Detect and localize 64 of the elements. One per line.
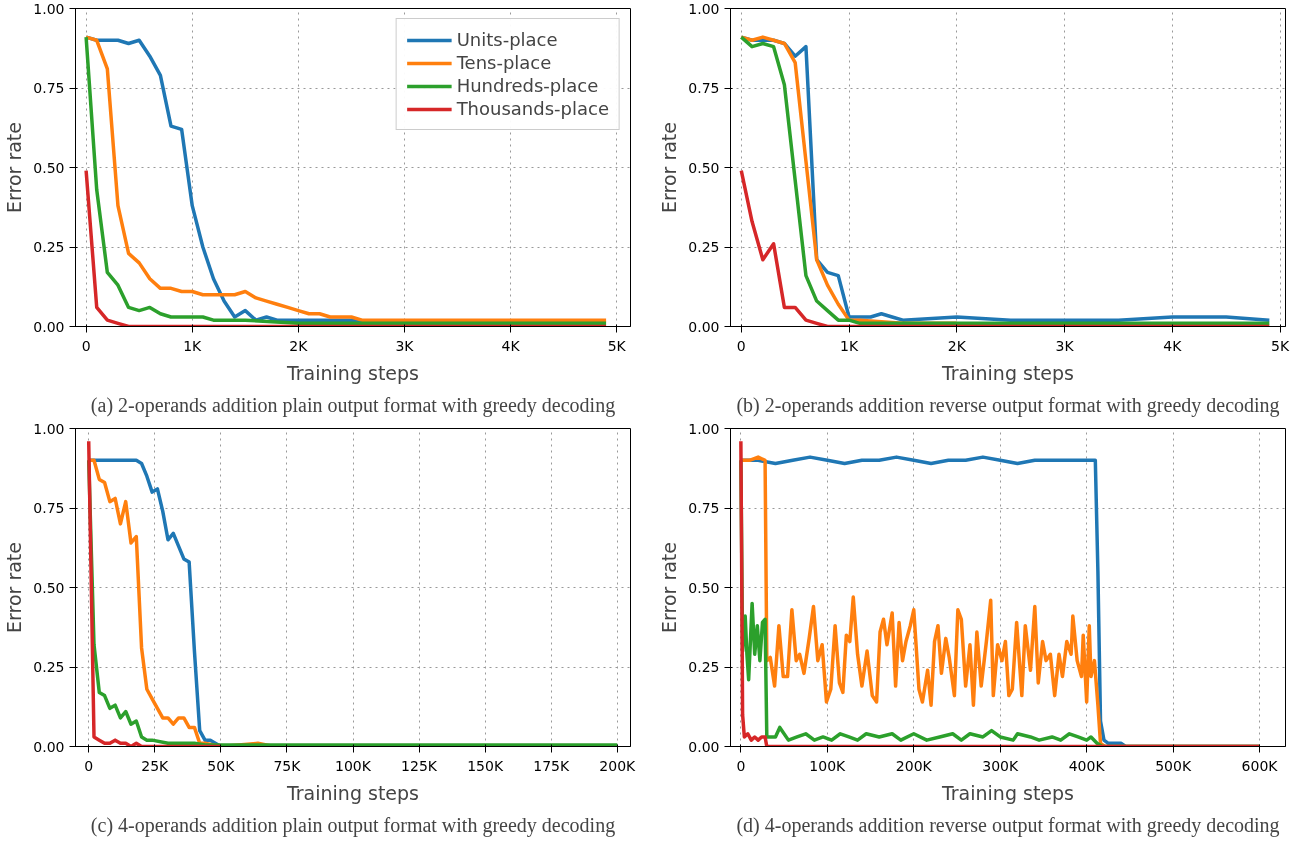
- y-tick-label: 1.00: [33, 420, 65, 437]
- y-tick-label: 1.00: [688, 0, 720, 17]
- x-tick-label: 5K: [607, 337, 627, 354]
- y-tick-label: 0.50: [688, 159, 720, 176]
- x-tick-label: 4K: [501, 337, 521, 354]
- text: (c) 4-operands addition plain output format with greedy decoding: [90, 813, 616, 837]
- legend-label: Hundreds-place: [456, 75, 599, 96]
- x-tick-label: 300K: [982, 757, 1019, 774]
- x-tick-label: 2K: [947, 337, 967, 354]
- y-tick-label: 0.00: [33, 318, 65, 335]
- x-tick-label: 600K: [1241, 757, 1279, 774]
- x-tick-label: 75K: [273, 757, 302, 774]
- y-axis-title: Error rate: [658, 542, 681, 633]
- x-tick-label: 5K: [1271, 337, 1290, 354]
- x-tick-label: 100K: [809, 757, 847, 774]
- x-axis-title: Training steps: [941, 361, 1075, 384]
- y-tick-label: 0.50: [33, 159, 65, 176]
- y-tick-label: 0.25: [33, 659, 65, 675]
- y-axis-title: Error rate: [3, 122, 26, 213]
- x-axis-title: Training steps: [286, 361, 420, 384]
- x-tick-label: 0: [736, 337, 746, 354]
- y-tick-label: 0.75: [33, 500, 65, 516]
- y-tick-label: 0.75: [688, 80, 720, 96]
- x-axis-title: Training steps: [286, 781, 420, 804]
- x-tick-label: 200K: [599, 757, 637, 774]
- y-tick-label: 0.75: [688, 500, 720, 516]
- y-tick-label: 0.75: [33, 80, 65, 96]
- y-tick-label: 0.25: [688, 659, 720, 675]
- y-tick-label: 0.00: [688, 738, 720, 755]
- text: (d) 4-operands addition reverse output format with greedy decoding: [736, 813, 1280, 837]
- y-tick-label: 1.00: [33, 0, 65, 17]
- y-tick-label: 0.25: [688, 239, 720, 255]
- x-tick-label: 1K: [840, 337, 859, 354]
- y-tick-label: 0.00: [688, 318, 720, 335]
- x-tick-label: 125K: [401, 757, 438, 774]
- x-tick-label: 1K: [183, 337, 203, 354]
- y-tick-label: 0.50: [688, 579, 720, 596]
- text: (a) 2-operands addition plain output format with greedy decoding: [90, 393, 616, 417]
- y-tick-label: 0.00: [33, 738, 65, 755]
- x-axis-title: Training steps: [941, 781, 1075, 804]
- x-tick-label: 0: [736, 757, 746, 774]
- x-tick-label: 200K: [895, 757, 933, 774]
- x-tick-label: 500K: [1155, 757, 1192, 774]
- x-tick-label: 400K: [1068, 757, 1106, 774]
- legend-label: Units-place: [456, 29, 558, 50]
- y-tick-label: 0.25: [33, 239, 65, 255]
- y-tick-label: 1.00: [688, 420, 720, 437]
- x-tick-label: 2K: [289, 337, 309, 354]
- legend-label: Tens-place: [456, 52, 552, 73]
- x-tick-label: 25K: [141, 757, 170, 774]
- x-tick-label: 150K: [467, 757, 504, 774]
- x-tick-label: 0: [84, 757, 94, 774]
- x-tick-label: 3K: [1055, 337, 1075, 354]
- x-tick-label: 175K: [533, 757, 570, 774]
- y-tick-label: 0.50: [33, 579, 65, 596]
- x-tick-label: 0: [81, 337, 91, 354]
- text: (b) 2-operands addition reverse output format with greedy decoding: [736, 393, 1280, 417]
- y-axis-title: Error rate: [658, 122, 681, 213]
- x-tick-label: 50K: [207, 757, 236, 774]
- legend-label: Thousands-place: [456, 98, 609, 119]
- y-axis-title: Error rate: [3, 542, 26, 633]
- x-tick-label: 4K: [1163, 337, 1183, 354]
- x-tick-label: 3K: [395, 337, 415, 354]
- x-tick-label: 100K: [335, 757, 372, 774]
